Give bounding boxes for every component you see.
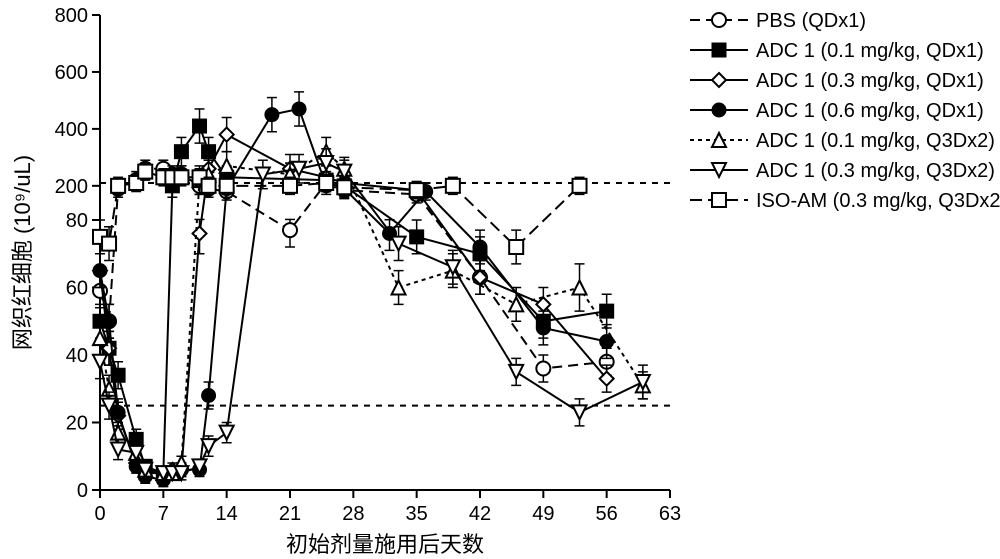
chart-svg: 0 7 14 21 28 35 42 49 56 63 0 20 40 60 80 200 400 600 800 初… xyxy=(0,0,1000,559)
x-tick-label: 7 xyxy=(158,503,169,525)
legend-item-adc1_03_qd: ADC 1 (0.3 mg/kg, QDx1) xyxy=(690,70,984,92)
y-tick-label: 0 xyxy=(77,480,88,502)
y-axis-title: 网织红细胞 (10⁹/uL) xyxy=(10,155,35,350)
y-tick-label: 80 xyxy=(66,210,88,232)
series-iso_am xyxy=(93,163,587,264)
legend-label: ADC 1 (0.3 mg/kg, Q3Dx2) xyxy=(756,160,995,182)
y-tick-label: 200 xyxy=(55,176,88,198)
legend-label: ADC 1 (0.6 mg/kg, QDx1) xyxy=(756,100,984,122)
legend-label: PBS (QDx1) xyxy=(756,10,866,32)
legend-item-adc1_06_qd: ADC 1 (0.6 mg/kg, QDx1) xyxy=(690,100,984,122)
x-tick-label: 28 xyxy=(342,503,364,525)
y-tick-label: 400 xyxy=(55,119,88,141)
legend-item-adc1_01_q3d: ADC 1 (0.1 mg/kg, Q3Dx2) xyxy=(690,130,995,152)
legend-item-adc1_01_qd: ADC 1 (0.1 mg/kg, QDx1) xyxy=(690,40,984,62)
legend-item-pbs: PBS (QDx1) xyxy=(690,10,866,32)
series-adc1_06_qd xyxy=(93,92,614,487)
legend-label: ADC 1 (0.1 mg/kg, Q3Dx2) xyxy=(756,130,995,152)
x-tick-label: 56 xyxy=(596,503,618,525)
x-tick-label: 35 xyxy=(406,503,428,525)
series-adc1_03_q3d xyxy=(93,149,650,480)
legend-item-adc1_03_q3d: ADC 1 (0.3 mg/kg, Q3Dx2) xyxy=(690,160,995,182)
series-adc1_01_qd xyxy=(93,109,614,480)
legend-label: ADC 1 (0.1 mg/kg, QDx1) xyxy=(756,40,984,62)
series-pbs xyxy=(93,160,614,382)
x-axis-title: 初始剂量施用后天数 xyxy=(286,532,484,557)
x-tick-label: 0 xyxy=(94,503,105,525)
legend-label: ISO-AM (0.3 mg/kg, Q3Dx2) xyxy=(756,190,1000,212)
legend-label: ADC 1 (0.3 mg/kg, QDx1) xyxy=(756,70,984,92)
plot-area xyxy=(93,92,650,487)
y-tick-label: 600 xyxy=(55,62,88,84)
x-tick-label: 14 xyxy=(216,503,238,525)
chart-container: 0 7 14 21 28 35 42 49 56 63 0 20 40 60 80 200 400 600 800 初… xyxy=(0,0,1000,559)
y-tick-label: 20 xyxy=(66,413,88,435)
x-tick-label: 49 xyxy=(532,503,554,525)
y-tick-label: 60 xyxy=(66,278,88,300)
x-tick-label: 21 xyxy=(279,503,301,525)
x-tick-label: 63 xyxy=(659,503,681,525)
legend-item-iso_am: ISO-AM (0.3 mg/kg, Q3Dx2) xyxy=(690,190,1000,212)
x-tick-label: 42 xyxy=(469,503,491,525)
y-tick-label: 800 xyxy=(55,5,88,27)
y-tick-label: 40 xyxy=(66,345,88,367)
